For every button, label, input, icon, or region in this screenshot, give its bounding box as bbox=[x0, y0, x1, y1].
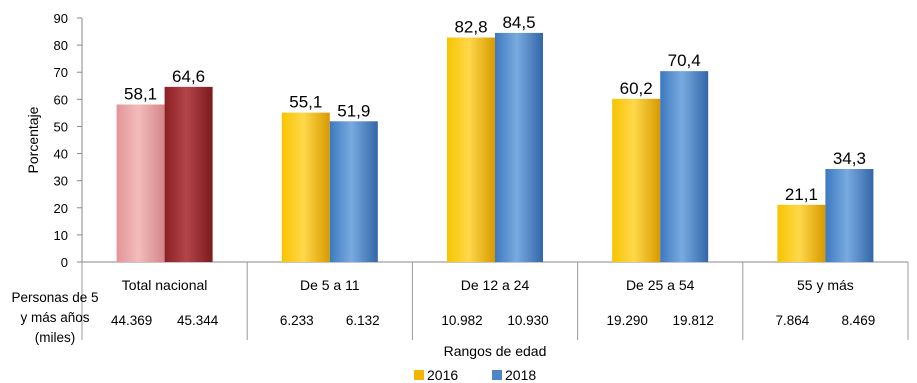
y-ticks: 0 10 20 30 40 50 60 70 80 90 bbox=[54, 11, 82, 270]
legend-label-2018: 2018 bbox=[505, 367, 536, 383]
table-row-label: y más años bbox=[20, 310, 89, 325]
legend: 2016 2018 bbox=[414, 367, 536, 383]
table-value-2016: 44.369 bbox=[111, 313, 152, 328]
y-tick-label: 90 bbox=[54, 11, 68, 26]
data-label: 21,1 bbox=[785, 185, 818, 204]
y-tick-label: 30 bbox=[54, 174, 68, 189]
legend-swatch-2016 bbox=[414, 370, 424, 380]
data-label: 60,2 bbox=[620, 79, 653, 98]
category-label: 55 y más bbox=[797, 277, 854, 293]
bar bbox=[281, 112, 330, 263]
y-tick-label: 40 bbox=[54, 147, 68, 162]
category-labels: Total nacional De 5 a 11 De 12 a 24 De 25 a… bbox=[122, 277, 854, 293]
table-value-2016: 7.864 bbox=[776, 313, 810, 328]
bars bbox=[116, 32, 874, 263]
y-tick-label: 0 bbox=[61, 255, 68, 270]
category-label: Total nacional bbox=[122, 277, 208, 293]
bar bbox=[164, 86, 213, 263]
y-tick-label: 60 bbox=[54, 92, 68, 107]
category-label: De 5 a 11 bbox=[300, 277, 360, 293]
bar bbox=[825, 169, 874, 262]
y-tick-label: 10 bbox=[54, 228, 68, 243]
bar bbox=[777, 204, 826, 262]
category-label: De 12 a 24 bbox=[461, 277, 530, 293]
y-tick-label: 80 bbox=[54, 38, 68, 53]
table-value-2016: 6.233 bbox=[280, 313, 314, 328]
bar bbox=[447, 37, 495, 262]
category-dividers bbox=[81, 262, 909, 340]
bar bbox=[495, 32, 543, 263]
table-value-2016: 10.982 bbox=[441, 313, 482, 328]
data-label: 82,8 bbox=[454, 18, 487, 37]
y-axis-title: Porcentaje bbox=[25, 106, 41, 173]
table-value-2018: 45.344 bbox=[177, 313, 219, 328]
table-row-label: (miles) bbox=[35, 330, 76, 345]
category-label: De 25 a 54 bbox=[626, 277, 695, 293]
data-label: 51,9 bbox=[337, 101, 370, 120]
data-label: 58,1 bbox=[124, 84, 157, 103]
y-tick-label: 20 bbox=[54, 201, 68, 216]
table-value-2016: 19.290 bbox=[607, 313, 648, 328]
data-labels: 58,1 64,6 55,1 51,9 82,8 84,5 60,2 70,4 21,1 34,3 bbox=[124, 13, 866, 204]
table-value-2018: 19.812 bbox=[673, 313, 714, 328]
y-tick-label: 50 bbox=[54, 119, 68, 134]
bar bbox=[612, 98, 661, 263]
table-value-2018: 10.930 bbox=[507, 313, 548, 328]
data-label: 55,1 bbox=[289, 93, 322, 112]
bar bbox=[660, 71, 709, 262]
legend-swatch-2018 bbox=[492, 370, 502, 380]
data-label: 84,5 bbox=[502, 13, 535, 32]
table-row-label: Personas de 5 bbox=[11, 290, 98, 305]
bar bbox=[329, 121, 378, 262]
bar bbox=[116, 104, 165, 263]
legend-label-2016: 2016 bbox=[427, 367, 458, 383]
data-label: 34,3 bbox=[833, 149, 866, 168]
table-value-2018: 8.469 bbox=[842, 313, 876, 328]
data-label: 70,4 bbox=[668, 51, 701, 70]
y-tick-label: 70 bbox=[54, 65, 68, 80]
table-value-2018: 6.132 bbox=[346, 313, 380, 328]
x-axis-title: Rangos de edad bbox=[444, 343, 547, 359]
data-table: Personas de 5 y más años (miles) 44.369 45.3… bbox=[11, 290, 875, 345]
data-label: 64,6 bbox=[172, 67, 205, 86]
